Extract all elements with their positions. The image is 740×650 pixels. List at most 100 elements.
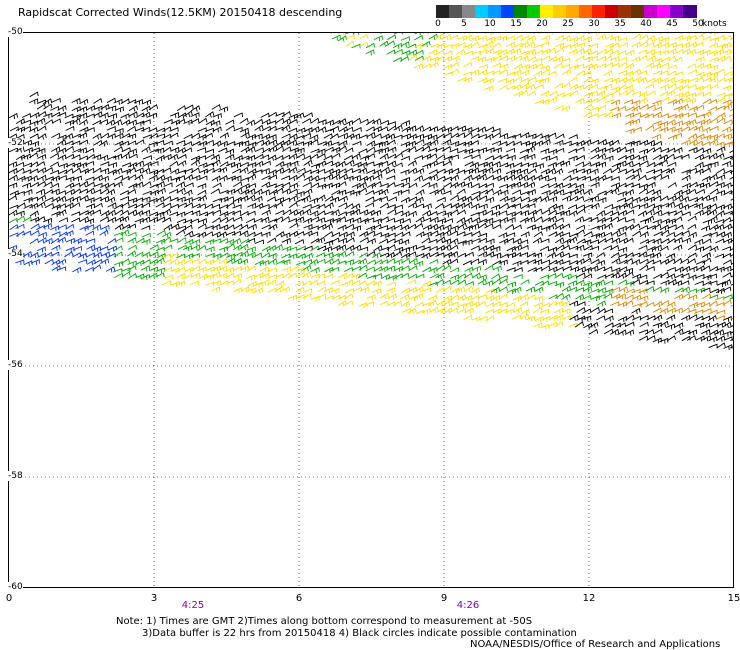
wind-barb (128, 111, 138, 118)
wind-barb (275, 160, 285, 168)
wind-barb (485, 33, 495, 36)
wind-barb (555, 147, 565, 153)
wind-barb (212, 197, 222, 203)
wind-barb (169, 258, 180, 265)
wind-barb (204, 231, 214, 237)
wind-barb (50, 182, 60, 189)
wind-barb (645, 280, 655, 286)
wind-barb (415, 138, 425, 145)
wind-barb (680, 230, 690, 236)
wind-barb (548, 259, 558, 266)
wind-barb (491, 252, 502, 259)
wind-barb (85, 113, 95, 119)
wind-barb (609, 35, 620, 42)
wind-barb (666, 55, 677, 61)
wind-barb (716, 117, 726, 124)
wind-barb (652, 307, 662, 313)
wind-barb (114, 132, 124, 139)
wind-barb (574, 63, 585, 69)
wind-barb (344, 126, 354, 132)
wind-barb (694, 147, 705, 154)
wind-barb (694, 209, 704, 216)
wind-barb (436, 307, 446, 314)
wind-barb (546, 252, 557, 259)
wind-barb (260, 203, 270, 209)
wind-barb (302, 181, 312, 188)
wind-barb (688, 302, 699, 309)
wind-barb (695, 33, 705, 35)
wind-barb (345, 244, 355, 252)
wind-barb (260, 154, 270, 160)
wind-barb (268, 218, 278, 224)
wind-barb (429, 61, 439, 69)
wind-barb (149, 132, 159, 139)
wind-barb (631, 99, 641, 106)
wind-barb (239, 177, 249, 182)
wind-barb (484, 166, 494, 174)
wind-barb (373, 265, 383, 272)
wind-barb (414, 168, 425, 175)
wind-barb (562, 174, 572, 181)
wind-barb (631, 154, 641, 161)
wind-barb (310, 273, 320, 279)
wind-barb (379, 140, 389, 147)
wind-barb (364, 301, 375, 307)
wind-barb (330, 258, 340, 265)
wind-barb (540, 68, 550, 75)
wind-barb (450, 267, 460, 273)
wind-barb (302, 155, 312, 161)
wind-barb (331, 34, 341, 41)
wind-barb (681, 125, 691, 132)
wind-barb (141, 209, 151, 216)
wind-barb (708, 336, 718, 343)
wind-barb (729, 219, 733, 223)
wind-barb (337, 211, 348, 217)
wind-barb (247, 223, 257, 230)
wind-barb (506, 154, 516, 161)
wind-barb (205, 239, 215, 245)
wind-barb (722, 330, 732, 337)
wind-barb (217, 166, 228, 173)
wind-barb (498, 175, 509, 182)
wind-barb (37, 133, 47, 140)
wind-barb (506, 196, 516, 203)
wind-barb (463, 154, 473, 160)
wind-barb (667, 48, 677, 55)
wind-barb (246, 146, 256, 153)
wind-barb (183, 110, 193, 118)
wind-barb (702, 232, 712, 238)
wind-barb (268, 139, 278, 146)
wind-barb (198, 175, 208, 181)
wind-barb (366, 238, 376, 245)
wind-barb (345, 231, 355, 238)
wind-barb (693, 125, 704, 132)
wind-barb (44, 189, 54, 195)
wind-barb (51, 97, 61, 103)
wind-barb (303, 252, 313, 259)
colorbar-swatch (475, 5, 489, 18)
wind-barb (65, 223, 75, 230)
wind-barb (687, 84, 697, 89)
wind-barb (540, 90, 550, 97)
wind-barb (15, 118, 26, 125)
wind-barb (575, 154, 586, 161)
wind-barb (253, 195, 263, 203)
wind-barb (281, 124, 291, 131)
wind-barb (582, 286, 593, 293)
wind-barb (162, 236, 172, 243)
wind-barb (366, 250, 376, 257)
wind-barb (526, 145, 536, 153)
wind-barb (582, 266, 593, 274)
wind-barb (534, 62, 544, 69)
wind-barb (400, 224, 410, 231)
wind-barb (281, 133, 291, 139)
wind-barb (673, 127, 683, 134)
wind-barb (386, 287, 396, 294)
wind-barb (366, 294, 376, 301)
wind-barb (107, 169, 117, 176)
wind-barb (394, 33, 404, 35)
wind-barb (247, 202, 257, 209)
wind-barb (512, 314, 522, 320)
wind-barb (142, 155, 152, 160)
wind-barb (21, 125, 32, 131)
